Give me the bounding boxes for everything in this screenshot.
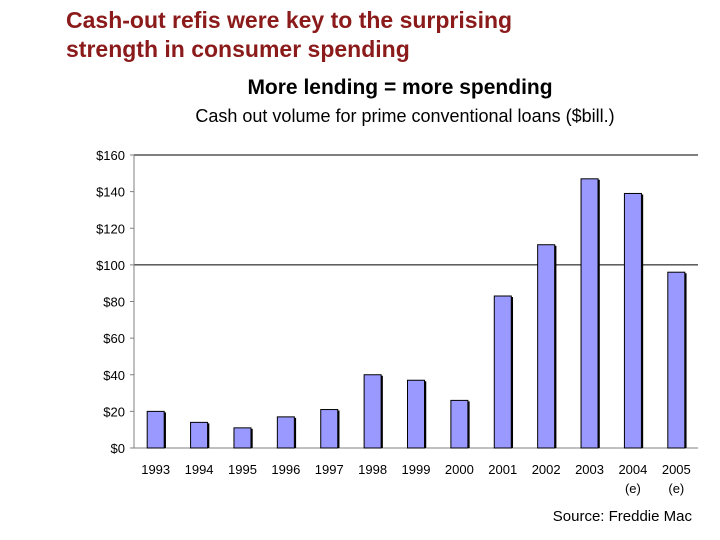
y-tick-label-100: $100: [96, 258, 125, 273]
x-tick-label-2001: 2001: [488, 462, 517, 477]
bar-2000: [450, 399, 469, 449]
bar-2005: [667, 271, 686, 449]
x-tick-label-1994: 1994: [185, 462, 214, 477]
y-tick-label-120: $120: [96, 221, 125, 236]
bar-1997: [320, 409, 339, 449]
bar-2003: [580, 178, 599, 449]
x-tick-label-2005: 2005: [662, 462, 691, 477]
slide-title-line-1: Cash-out refis were key to the surprisin…: [66, 7, 513, 33]
slide-title: Cash-out refis were key to the surprisin…: [66, 6, 706, 64]
y-tick-labels: $0 $20 $40 $60 $80 $100 $120 $140 $160: [96, 148, 125, 456]
bar-1998: [363, 374, 382, 449]
y-tick-label-140: $140: [96, 185, 125, 200]
bar-1993: [146, 410, 165, 449]
x-tick-labels: 1993 1994 1995 1996 1997 1998 1999 2000 2001 2002…: [141, 462, 691, 496]
x-tick-label-1993: 1993: [141, 462, 170, 477]
bar-1995: [233, 427, 252, 449]
bar-1994: [190, 421, 209, 449]
x-tick-label-2003: 2003: [575, 462, 604, 477]
x-tick-note-2004: (e): [625, 481, 641, 496]
x-tick-label-1999: 1999: [402, 462, 431, 477]
source-note: Source: Freddie Mac: [552, 508, 692, 525]
y-tick-label-20: $20: [103, 404, 125, 419]
chart-subtitle: Cash out volume for prime conventional l…: [195, 106, 615, 126]
gridlines: [134, 154, 698, 266]
y-tick-label-40: $40: [103, 368, 125, 383]
x-tick-label-1995: 1995: [228, 462, 257, 477]
x-tick-label-2002: 2002: [532, 462, 561, 477]
slide-title-line-2: strength in consumer spending: [66, 36, 410, 62]
bars: [146, 178, 687, 449]
x-tick-label-1998: 1998: [358, 462, 387, 477]
y-tick-label-60: $60: [103, 331, 125, 346]
y-tick-label-0: $0: [111, 441, 125, 456]
bar-2002: [537, 244, 556, 449]
x-tick-label-2004: 2004: [618, 462, 647, 477]
y-tick-label-160: $160: [96, 148, 125, 163]
bar-1999: [407, 379, 425, 449]
bar-1996: [276, 416, 295, 449]
bar-2004: [623, 192, 642, 449]
x-tick-label-1996: 1996: [271, 462, 300, 477]
x-tick-label-2000: 2000: [445, 462, 474, 477]
x-tick-label-1997: 1997: [315, 462, 344, 477]
chart-title: More lending = more spending: [247, 76, 553, 99]
x-tick-note-2005: (e): [668, 481, 684, 496]
y-tick-label-80: $80: [103, 295, 125, 310]
bar-2001: [493, 295, 512, 449]
